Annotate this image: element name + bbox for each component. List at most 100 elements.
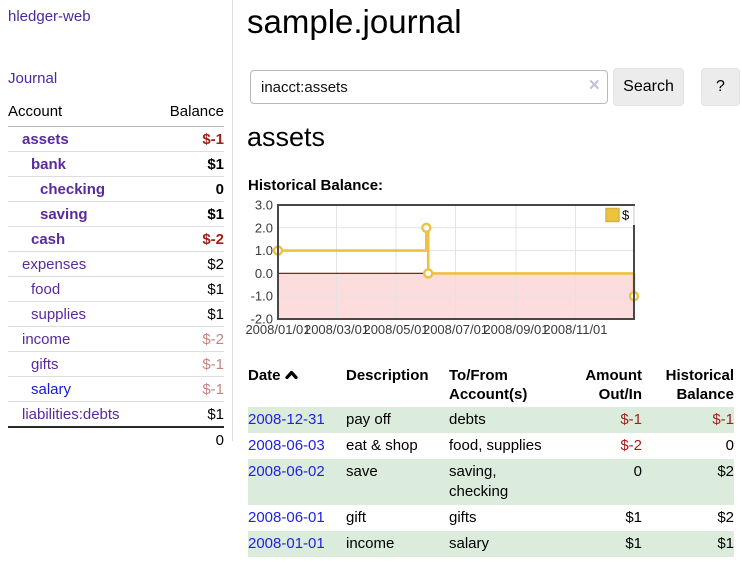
- account-row: income $-2: [8, 326, 224, 352]
- account-link-supplies[interactable]: supplies: [31, 305, 87, 323]
- legend-label: $: [622, 208, 630, 223]
- transaction-amount: $1: [625, 509, 642, 526]
- sidebar: hledger-web Journal Account Balance asse…: [0, 0, 233, 452]
- account-row: food $1: [8, 276, 224, 302]
- account-link-expenses[interactable]: expenses: [22, 255, 87, 273]
- account-balance: $1: [153, 301, 224, 327]
- transaction-balance: $1: [717, 535, 734, 552]
- transaction-row[interactable]: 2008-06-02 save saving, checking 0 $2: [248, 459, 734, 505]
- x-axis-tick-label: 2008/11/01: [543, 322, 607, 337]
- transaction-description: pay off: [346, 411, 391, 428]
- page-title: sample.journal: [247, 3, 462, 40]
- account-link-gifts[interactable]: gifts: [31, 355, 59, 373]
- account-row: cash $-2: [8, 226, 224, 252]
- transaction-date-link[interactable]: 2008-01-01: [248, 535, 325, 552]
- account-balance: $-2: [153, 226, 224, 252]
- data-point-marker: [421, 222, 432, 233]
- chart-label: Historical Balance:: [248, 177, 384, 194]
- transaction-balance: $2: [717, 509, 734, 526]
- account-link-salary[interactable]: salary: [31, 380, 72, 398]
- account-row: salary $-1: [8, 376, 224, 402]
- account-balance: $1: [153, 401, 224, 427]
- x-axis-tick-label: 2008/07/01: [423, 322, 488, 337]
- account-link-food[interactable]: food: [31, 280, 61, 298]
- header-date-label: Date: [248, 367, 281, 384]
- search-button[interactable]: Search: [613, 68, 684, 106]
- transaction-description: income: [346, 535, 395, 552]
- sort-ascending-icon: [284, 370, 298, 380]
- transaction-row[interactable]: 2008-06-03 eat & shop food, supplies $-2…: [248, 433, 734, 459]
- transactions-table: Date Description To/From Account(s) Amou…: [248, 363, 734, 557]
- legend-swatch: [605, 207, 620, 223]
- account-row: expenses $2: [8, 251, 224, 277]
- accounts-table: Account Balance assets $-1 bank $1 check…: [8, 99, 224, 452]
- x-axis-tick-label: 2008/01/01: [245, 322, 310, 337]
- account-link-income[interactable]: income: [22, 330, 71, 348]
- account-link-cash[interactable]: cash: [31, 230, 66, 248]
- historical-balance-chart: $3.0 2.0 1.0 0.0 -1.0 -2.02008/01/012008/03/0…: [245, 198, 640, 337]
- sidebar-item-journal[interactable]: Journal: [8, 70, 58, 87]
- transaction-row[interactable]: 2008-01-01 income salary $1 $1: [248, 531, 734, 557]
- accounts-header-balance: Balance: [153, 99, 224, 127]
- account-link-liabilities-debts[interactable]: liabilities:debts: [22, 405, 120, 423]
- transaction-date-link[interactable]: 2008-12-31: [248, 411, 325, 428]
- header-amount: Amount Out/In: [585, 367, 642, 403]
- account-balance: $-2: [153, 326, 224, 352]
- account-row: bank $1: [8, 151, 224, 177]
- x-axis-tick-label: 2008/03/01: [304, 322, 369, 337]
- transaction-accounts: gifts: [449, 509, 477, 526]
- transaction-balance: $-1: [712, 411, 734, 428]
- account-row: assets $-1: [8, 127, 224, 152]
- x-axis-tick-label: 2008/05/01: [363, 322, 428, 337]
- y-axis-tick-label: 2.0: [255, 220, 273, 235]
- transaction-description: gift: [346, 509, 367, 526]
- account-row: saving $1: [8, 201, 224, 227]
- app-brand-link[interactable]: hledger-web: [8, 8, 91, 25]
- section-title: assets: [247, 122, 326, 152]
- x-axis-tick-label: 2008/09/01: [483, 322, 548, 337]
- search-input[interactable]: [250, 70, 608, 104]
- header-date[interactable]: Date: [248, 363, 346, 407]
- y-axis-tick-label: 1.0: [255, 243, 273, 258]
- account-link-bank[interactable]: bank: [31, 155, 67, 173]
- account-balance: 0: [153, 176, 224, 202]
- transaction-description: save: [346, 463, 378, 480]
- y-axis-tick-label: -2.0: [251, 312, 273, 327]
- transaction-row[interactable]: 2008-06-01 gift gifts $1 $2: [248, 505, 734, 531]
- accounts-total-row: 0: [8, 426, 224, 452]
- transaction-date-link[interactable]: 2008-06-03: [248, 437, 325, 454]
- account-balance: $-1: [153, 351, 224, 377]
- account-balance: $1: [153, 276, 224, 302]
- header-description: Description: [346, 367, 429, 384]
- account-balance: $1: [153, 201, 224, 227]
- accounts-total-value: 0: [153, 426, 224, 452]
- transaction-row[interactable]: 2008-12-31 pay off debts $-1 $-1: [248, 407, 734, 433]
- transaction-amount: 0: [633, 463, 642, 480]
- accounts-header-row: Account Balance: [8, 99, 224, 127]
- transaction-date-link[interactable]: 2008-06-01: [248, 509, 325, 526]
- transaction-balance: 0: [725, 437, 734, 454]
- transaction-amount: $1: [625, 535, 642, 552]
- clear-search-icon[interactable]: ✕: [588, 77, 601, 94]
- transaction-accounts: saving, checking: [449, 463, 509, 500]
- transaction-date-link[interactable]: 2008-06-02: [248, 463, 325, 480]
- account-balance: $-1: [202, 130, 224, 148]
- account-balance: $-1: [153, 376, 224, 402]
- data-point-marker: [422, 268, 434, 279]
- y-axis-tick-label: -1.0: [251, 289, 273, 304]
- account-row: supplies $1: [8, 301, 224, 327]
- account-link-saving[interactable]: saving: [40, 205, 88, 223]
- plot-border: [277, 204, 635, 320]
- account-link-assets[interactable]: assets: [22, 130, 69, 148]
- transaction-accounts: food, supplies: [449, 437, 542, 454]
- account-balance: $2: [153, 251, 224, 277]
- transaction-accounts: debts: [449, 411, 486, 428]
- transaction-amount: $-1: [620, 411, 642, 428]
- transactions-header-row: Date Description To/From Account(s) Amou…: [248, 363, 734, 407]
- header-tofrom-accounts: To/From Account(s): [449, 367, 528, 403]
- transaction-accounts: salary: [449, 535, 490, 552]
- account-balance: $1: [153, 151, 224, 177]
- account-row: checking 0: [8, 176, 224, 202]
- account-link-checking[interactable]: checking: [40, 180, 106, 198]
- help-button[interactable]: ?: [701, 68, 740, 106]
